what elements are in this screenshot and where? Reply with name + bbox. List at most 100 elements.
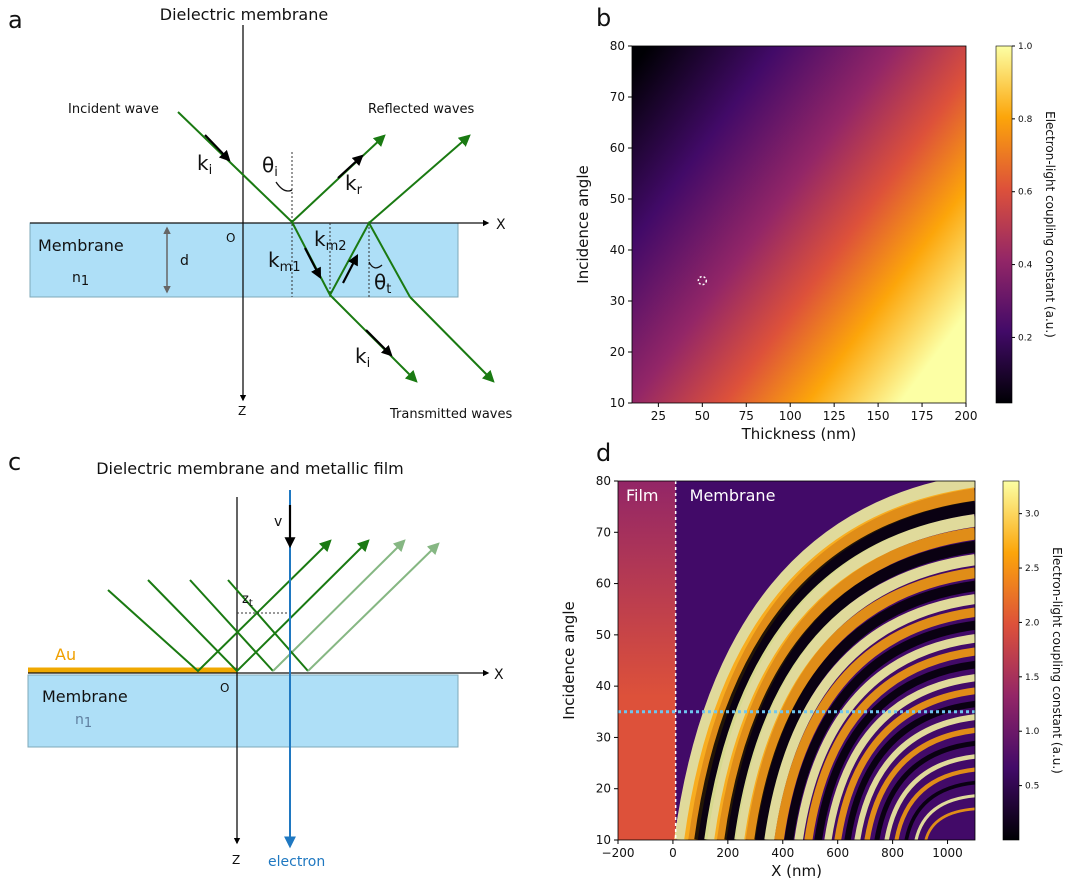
fringe [744, 567, 975, 840]
x-tick-label: 75 [739, 409, 754, 423]
film-region [618, 481, 676, 840]
ray [291, 134, 386, 223]
y-tick-label: 70 [610, 90, 625, 104]
colorbar [995, 45, 1013, 404]
symbol: k [197, 151, 209, 175]
subscript: 1 [81, 274, 89, 289]
annotation: Transmitted waves [389, 407, 512, 422]
symbol: z [242, 592, 249, 607]
subscript: i [209, 163, 213, 178]
fringe [714, 527, 975, 840]
axis-label: X [494, 667, 504, 683]
fringe [834, 687, 975, 840]
annotation: Incident wave [68, 102, 159, 117]
wavevector-label: kr [345, 171, 363, 198]
ray [272, 539, 406, 672]
heatmap [632, 46, 966, 403]
wavevector-label: ki [197, 151, 212, 178]
fringe [804, 647, 975, 840]
x-tick-label: 600 [826, 846, 849, 860]
colorbar-tick-label: 2.0 [1025, 618, 1040, 628]
x-tick-label: 800 [881, 846, 904, 860]
x-tick-label: 100 [779, 409, 802, 423]
angle-label: θt [374, 270, 391, 297]
colorbar-tick-label: 1.0 [1018, 42, 1033, 52]
panel-c: c Dielectric membrane and metallic film … [8, 448, 504, 870]
fringe [884, 754, 975, 840]
colorbar-tick-label: 3.0 [1025, 510, 1040, 520]
colorbar-label: Electron-light coupling constant (a.u.) [1050, 547, 1064, 774]
y-tick-label: 80 [610, 39, 625, 53]
fringe [694, 500, 975, 840]
membrane-label: Membrane [42, 687, 128, 706]
axis-label: Z [232, 853, 240, 867]
symbol: k [314, 227, 326, 251]
x-tick-label: 50 [695, 409, 710, 423]
zt-label: zt [242, 592, 253, 609]
symbol: θ [262, 153, 274, 177]
annotation: Reflected waves [368, 102, 475, 117]
wavevector-label: km2 [314, 227, 347, 254]
panel-letter: d [596, 439, 611, 467]
subscript: m1 [280, 260, 301, 275]
heatmap [618, 481, 975, 840]
panel-letter: b [596, 4, 611, 32]
colorbar [1002, 480, 1020, 841]
fringe [774, 607, 975, 840]
fringe [914, 794, 975, 840]
y-tick-label: 80 [596, 474, 611, 488]
fringe [764, 594, 975, 840]
membrane [29, 222, 459, 298]
panel-letter: c [8, 448, 21, 476]
x-tick-label: 200 [716, 846, 739, 860]
y-tick-label: 10 [610, 396, 625, 410]
colorbar-label: Electron-light coupling constant (a.u.) [1043, 111, 1057, 338]
fringe [844, 700, 975, 840]
metal-label: Au [55, 645, 76, 664]
index-label: n1 [75, 712, 92, 731]
wavevector-label: ki [355, 344, 370, 371]
subscript: t [249, 598, 253, 609]
x-axis-label: Thickness (nm) [741, 425, 857, 443]
heatmap-field [632, 46, 966, 403]
x-tick-label: 200 [955, 409, 978, 423]
y-axis-label: Incidence angle [574, 165, 592, 283]
membrane [27, 674, 459, 748]
plot-frame [617, 480, 976, 841]
x-tick-label: −200 [602, 846, 635, 860]
colorbar-tick-label: 0.6 [1018, 188, 1033, 198]
fringe [824, 674, 975, 840]
fringe [904, 780, 975, 840]
y-tick-label: 60 [596, 577, 611, 591]
colorbar-tick-label: 0.5 [1025, 782, 1039, 792]
wavevector [204, 134, 231, 162]
y-tick-label: 30 [610, 294, 625, 308]
electron-label: electron [268, 854, 325, 870]
ray [368, 134, 471, 224]
y-tick-label: 50 [596, 628, 611, 642]
fringe [674, 481, 975, 840]
symbol: k [345, 171, 357, 195]
subscript: r [357, 183, 363, 198]
y-tick-label: 50 [610, 192, 625, 206]
colorbar-tick-label: 1.5 [1025, 673, 1039, 683]
ray [227, 579, 309, 672]
fringe [864, 727, 975, 840]
panel-a: a Dielectric membrane X Z O Membrane n1 … [8, 5, 512, 422]
velocity-label: v [274, 514, 282, 530]
region-label: Film [626, 486, 659, 505]
colorbar-tick-label: 1.0 [1025, 727, 1040, 737]
y-tick-label: 40 [596, 679, 611, 693]
wavevector [342, 254, 359, 284]
fringe [854, 714, 975, 840]
y-tick-label: 10 [596, 833, 611, 847]
y-tick-label: 70 [596, 525, 611, 539]
marker [697, 275, 708, 286]
subscript: m2 [326, 239, 347, 254]
y-tick-label: 20 [610, 345, 625, 359]
thickness-label: d [180, 253, 189, 269]
panel-title: Dielectric membrane and metallic film [96, 459, 404, 478]
angle-arc [368, 261, 383, 269]
index-label: n1 [72, 270, 89, 289]
fringe [724, 540, 975, 840]
